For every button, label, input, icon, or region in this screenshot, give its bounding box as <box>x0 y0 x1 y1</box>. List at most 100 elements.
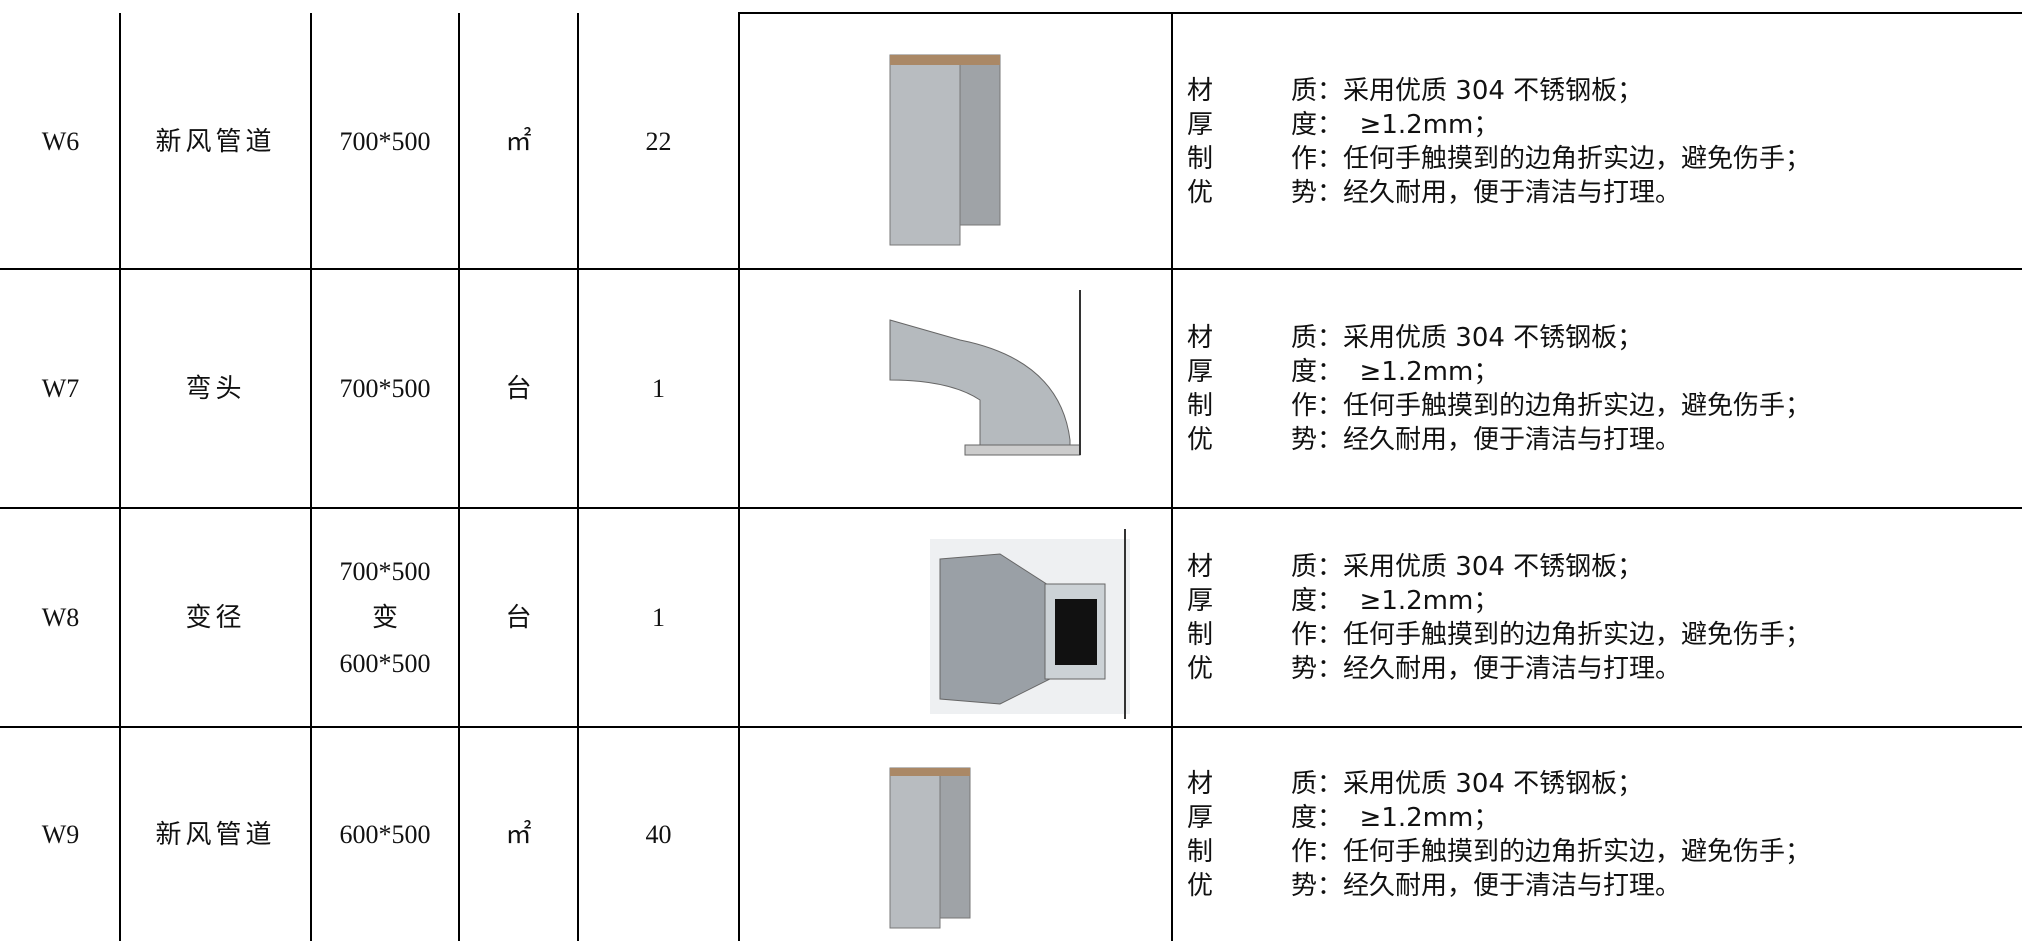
desc-text: ：任何手触摸到的边角折实边，避免伤手； <box>1317 143 1812 174</box>
desc-text: ： ≥1.2mm； <box>1317 356 1500 387</box>
unit: ㎡ <box>505 819 532 849</box>
desc-line: 优 势：经久耐用，便于清洁与打理。 <box>1187 652 2017 686</box>
desc-label: 制 作 <box>1187 143 1318 174</box>
desc-text: ： ≥1.2mm； <box>1317 585 1500 616</box>
desc-text: ： ≥1.2mm； <box>1317 109 1500 140</box>
h-border <box>0 507 2022 509</box>
desc-label: 优 势 <box>1187 177 1318 208</box>
desc-text: ：采用优质 304 不锈钢板； <box>1317 768 1644 799</box>
desc-text: ：经久耐用，便于清洁与打理。 <box>1317 424 1682 455</box>
name-cell: 弯头 <box>121 270 310 507</box>
name: 弯头 <box>185 373 246 403</box>
desc-line: 制 作：任何手触摸到的边角折实边，避免伤手； <box>1187 389 2017 423</box>
qty: 1 <box>652 602 665 632</box>
unit-cell: 台 <box>460 270 577 507</box>
product-image <box>889 767 971 929</box>
desc-line: 制 作：任何手触摸到的边角折实边，避免伤手； <box>1187 618 2017 652</box>
qty-cell: 40 <box>579 728 738 941</box>
desc-label: 优 势 <box>1187 653 1318 684</box>
v-border <box>1171 13 1173 941</box>
desc-line: 材 质：采用优质 304 不锈钢板； <box>1187 550 2017 584</box>
desc-text: ：任何手触摸到的边角折实边，避免伤手； <box>1317 390 1812 421</box>
name-cell: 变径 <box>121 509 310 726</box>
desc-text: ：经久耐用，便于清洁与打理。 <box>1317 177 1682 208</box>
name: 变径 <box>185 602 246 632</box>
unit: ㎡ <box>505 126 532 156</box>
desc-label: 厚 度 <box>1187 109 1318 140</box>
desc-line: 制 作：任何手触摸到的边角折实边，避免伤手； <box>1187 835 2017 869</box>
desc-line: 制 作：任何手触摸到的边角折实边，避免伤手； <box>1187 142 2017 176</box>
desc-line: 厚 度： ≥1.2mm； <box>1187 584 2017 618</box>
product-image <box>889 54 1001 246</box>
spec-cell: 600*500 <box>312 728 458 941</box>
qty: 22 <box>645 126 672 156</box>
spec-cell: 700*500 <box>312 15 458 268</box>
desc-text: ：经久耐用，便于清洁与打理。 <box>1317 653 1682 684</box>
spec-line: 600*500 <box>339 819 431 849</box>
desc-label: 材 质 <box>1187 322 1318 353</box>
spec-line: 700*500 <box>339 556 431 586</box>
code: W9 <box>41 819 80 849</box>
desc-text: ：经久耐用，便于清洁与打理。 <box>1317 870 1682 901</box>
code-cell: W7 <box>2 270 119 507</box>
desc-line: 厚 度： ≥1.2mm； <box>1187 108 2017 142</box>
desc-label: 优 势 <box>1187 424 1318 455</box>
description: 材 质：采用优质 304 不锈钢板；厚 度： ≥1.2mm；制 作：任何手触摸到… <box>1187 270 2017 507</box>
qty-cell: 1 <box>579 270 738 507</box>
spec-line: 变 <box>371 602 398 632</box>
desc-text: ：任何手触摸到的边角折实边，避免伤手； <box>1317 619 1812 650</box>
desc-line: 优 势：经久耐用，便于清洁与打理。 <box>1187 176 2017 210</box>
code: W6 <box>41 126 80 156</box>
qty: 1 <box>652 373 665 403</box>
v-border <box>458 13 460 941</box>
description: 材 质：采用优质 304 不锈钢板；厚 度： ≥1.2mm；制 作：任何手触摸到… <box>1187 15 2017 268</box>
desc-text: ：任何手触摸到的边角折实边，避免伤手； <box>1317 836 1812 867</box>
spec-line: 600*500 <box>339 648 431 678</box>
qty-cell: 22 <box>579 15 738 268</box>
description: 材 质：采用优质 304 不锈钢板；厚 度： ≥1.2mm；制 作：任何手触摸到… <box>1187 509 2017 726</box>
spec-line: 700*500 <box>339 373 431 403</box>
name-cell: 新风管道 <box>121 15 310 268</box>
product-image <box>930 529 1130 719</box>
h-border <box>0 726 2022 728</box>
desc-label: 制 作 <box>1187 390 1318 421</box>
v-border <box>738 13 740 941</box>
desc-text: ：采用优质 304 不锈钢板； <box>1317 75 1644 106</box>
desc-text: ： ≥1.2mm； <box>1317 802 1500 833</box>
unit-cell: ㎡ <box>460 15 577 268</box>
desc-line: 优 势：经久耐用，便于清洁与打理。 <box>1187 423 2017 457</box>
h-border <box>738 12 2022 14</box>
desc-line: 材 质：采用优质 304 不锈钢板； <box>1187 321 2017 355</box>
name: 新风管道 <box>155 126 276 156</box>
spec-line: 700*500 <box>339 126 431 156</box>
desc-label: 厚 度 <box>1187 356 1318 387</box>
unit-cell: ㎡ <box>460 728 577 941</box>
unit-cell: 台 <box>460 509 577 726</box>
desc-label: 制 作 <box>1187 836 1318 867</box>
desc-text: ：采用优质 304 不锈钢板； <box>1317 322 1644 353</box>
name: 新风管道 <box>155 819 276 849</box>
desc-label: 厚 度 <box>1187 802 1318 833</box>
desc-line: 优 势：经久耐用，便于清洁与打理。 <box>1187 869 2017 903</box>
desc-label: 优 势 <box>1187 870 1318 901</box>
qty: 40 <box>645 819 672 849</box>
description: 材 质：采用优质 304 不锈钢板；厚 度： ≥1.2mm；制 作：任何手触摸到… <box>1187 728 2017 941</box>
desc-label: 材 质 <box>1187 551 1318 582</box>
desc-label: 厚 度 <box>1187 585 1318 616</box>
h-border <box>0 268 2022 270</box>
desc-line: 厚 度： ≥1.2mm； <box>1187 355 2017 389</box>
unit: 台 <box>505 373 532 403</box>
code: W7 <box>41 373 80 403</box>
desc-text: ：采用优质 304 不锈钢板； <box>1317 551 1644 582</box>
v-border <box>310 13 312 941</box>
desc-line: 材 质：采用优质 304 不锈钢板； <box>1187 74 2017 108</box>
qty-cell: 1 <box>579 509 738 726</box>
desc-line: 材 质：采用优质 304 不锈钢板； <box>1187 767 2017 801</box>
desc-line: 厚 度： ≥1.2mm； <box>1187 801 2017 835</box>
code-cell: W9 <box>2 728 119 941</box>
desc-label: 材 质 <box>1187 75 1318 106</box>
unit: 台 <box>505 602 532 632</box>
v-border <box>119 13 121 941</box>
v-border <box>577 13 579 941</box>
